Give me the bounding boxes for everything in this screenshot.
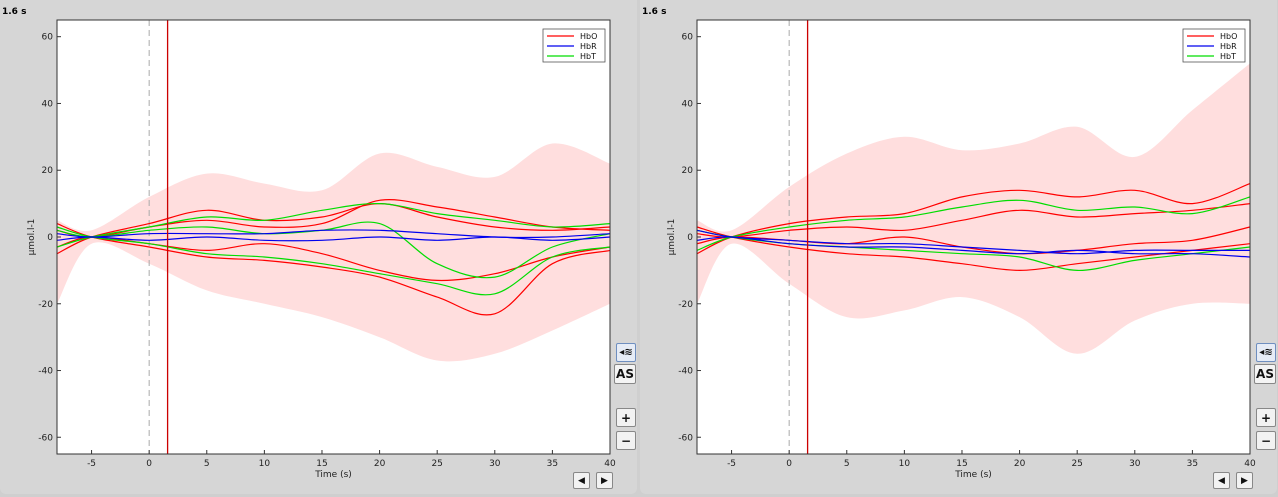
y-tick-label: -60 [678,433,693,443]
series-line-hbt [56,226,611,296]
x-tick-label: 30 [489,459,501,469]
x-tick-label: 10 [899,459,911,469]
wave-toggle-button[interactable]: ◂≋ [1256,343,1276,362]
x-tick-label: 5 [204,459,210,469]
x-tick-label: 30 [1129,459,1141,469]
left-chart: -5 0 5 10 15 20 25 30 35 40 -60 -40 -20 0 20 40 60 Time (… [27,19,616,480]
x-tick-label: 35 [547,459,558,469]
y-tick-label: 20 [682,166,694,176]
x-tick-label: 10 [259,459,271,469]
legend-label-hbr: HbR [580,42,597,51]
legend-label-hbo: HbO [580,32,597,41]
autoscale-button[interactable]: AS [614,364,636,384]
time-label: 1.6 s [2,7,27,17]
x-tick-label: 40 [604,459,616,469]
y-tick-label: -40 [38,367,53,377]
confidence-band [57,143,610,362]
y-tick-label: 40 [682,99,694,109]
legend-label-hbo: HbO [1220,32,1237,41]
x-tick-label: 20 [1014,459,1026,469]
y-tick-label: -40 [678,367,693,377]
right-chart: -5 0 5 10 15 20 25 30 35 40 -60 -40 -20 0 20 40 60 Time (… [667,19,1256,480]
zoom-in-button[interactable]: + [616,408,636,427]
x-tick-label: 25 [1071,459,1082,469]
series-line-hbr [56,236,611,242]
series-line-hbo [696,183,1251,255]
next-button[interactable]: ▶ [1236,472,1253,489]
x-tick-label: -5 [87,459,96,469]
zoom-out-button[interactable]: − [1256,431,1276,450]
series-line-hbo [696,226,1251,272]
y-tick-label: 20 [42,166,54,176]
wave-toggle-button[interactable]: ◂≋ [616,343,636,362]
y-axis-label: μmol.l-1 [667,219,677,256]
series-line-hbt [56,202,611,248]
previous-button[interactable]: ◀ [573,472,590,489]
y-tick-label: -60 [38,433,53,443]
series-line-hbo [696,203,1251,238]
x-tick-label: 5 [844,459,850,469]
next-button[interactable]: ▶ [596,472,613,489]
legend-label-hbr: HbR [1220,42,1237,51]
series-line-hbo [56,202,611,255]
y-tick-label: 0 [47,233,53,243]
x-tick-label: 15 [316,459,327,469]
x-axis-label: Time (s) [314,470,352,480]
x-tick-label: 0 [786,459,792,469]
zoom-in-button[interactable]: + [1256,408,1276,427]
time-label: 1.6 s [642,7,667,17]
right-plot-panel: 1.6 s -5 0 5 10 15 20 25 30 35 40 -60 -40 -20 0 20 40 60… [640,0,1277,494]
series-line-hbo [56,223,611,316]
series-line-hbt [696,196,1251,251]
y-axis-label: μmol.l-1 [27,219,37,256]
y-tick-label: 60 [682,33,694,43]
y-tick-label: 40 [42,99,54,109]
confidence-band [697,63,1250,354]
series-line-hbr [696,229,1250,255]
y-tick-label: 0 [687,233,693,243]
x-tick-label: -5 [727,459,736,469]
series-line-hbr [696,236,1251,258]
x-tick-label: 20 [374,459,386,469]
previous-button[interactable]: ◀ [1213,472,1230,489]
x-tick-label: 25 [431,459,442,469]
zoom-out-button[interactable]: − [616,431,636,450]
autoscale-button[interactable]: AS [1254,364,1276,384]
x-tick-label: 0 [146,459,152,469]
y-tick-label: -20 [678,300,693,310]
x-tick-label: 40 [1244,459,1256,469]
left-plot-panel: 1.6 s -5 0 5 10 15 20 25 30 35 40 -60 -40 -20 0 20 40 60… [0,0,637,494]
x-tick-label: 35 [1187,459,1198,469]
x-tick-label: 15 [956,459,967,469]
legend-label-hbt: HbT [1220,52,1236,61]
x-axis-label: Time (s) [954,470,992,480]
y-tick-label: 60 [42,33,54,43]
y-tick-label: -20 [38,300,53,310]
legend-label-hbt: HbT [580,52,596,61]
